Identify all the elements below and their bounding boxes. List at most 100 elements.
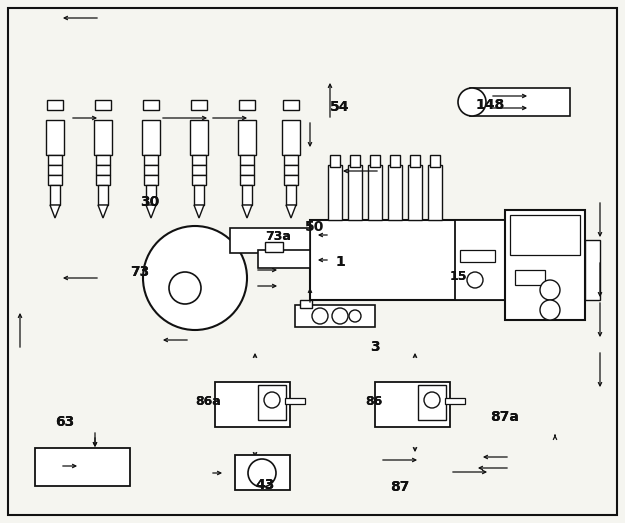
Bar: [48, 155, 62, 165]
Text: 63: 63: [55, 415, 74, 429]
Bar: [445, 398, 465, 404]
Bar: [191, 100, 207, 110]
Bar: [190, 120, 208, 155]
Bar: [240, 155, 254, 165]
Circle shape: [248, 459, 276, 487]
Bar: [96, 165, 110, 175]
Circle shape: [540, 300, 560, 320]
Bar: [48, 165, 62, 175]
Bar: [282, 120, 300, 155]
Text: 86: 86: [365, 395, 382, 408]
Bar: [418, 385, 446, 420]
Bar: [94, 120, 112, 155]
Bar: [96, 155, 110, 165]
Text: 148: 148: [475, 98, 504, 112]
Bar: [192, 165, 206, 175]
Circle shape: [312, 308, 328, 324]
Bar: [470, 88, 570, 116]
Bar: [144, 165, 158, 175]
Bar: [388, 165, 402, 220]
Polygon shape: [98, 205, 108, 218]
Bar: [283, 100, 299, 110]
Bar: [192, 175, 206, 185]
Circle shape: [332, 308, 348, 324]
Text: 86a: 86a: [195, 395, 221, 408]
Bar: [300, 300, 312, 308]
Circle shape: [264, 392, 280, 408]
Text: 73: 73: [130, 265, 149, 279]
Polygon shape: [286, 205, 296, 218]
Bar: [265, 242, 283, 252]
Text: 43: 43: [255, 478, 274, 492]
Bar: [455, 220, 505, 300]
Text: 73a: 73a: [265, 230, 291, 243]
Bar: [95, 100, 111, 110]
Bar: [48, 175, 62, 185]
Bar: [239, 100, 255, 110]
Circle shape: [349, 310, 361, 322]
Bar: [368, 165, 382, 220]
Text: 50: 50: [305, 220, 324, 234]
Bar: [46, 120, 64, 155]
Text: 30: 30: [140, 195, 159, 209]
Bar: [585, 240, 600, 300]
Bar: [348, 165, 362, 220]
Bar: [428, 165, 442, 220]
Bar: [194, 185, 204, 205]
Text: 73a: 73a: [265, 230, 291, 243]
Bar: [50, 185, 60, 205]
Bar: [310, 220, 505, 300]
Bar: [144, 155, 158, 165]
Bar: [284, 155, 298, 165]
Bar: [408, 165, 422, 220]
Text: 15: 15: [450, 270, 468, 283]
Bar: [235, 455, 290, 490]
Bar: [370, 155, 380, 167]
Bar: [240, 175, 254, 185]
Bar: [350, 155, 360, 167]
Text: 3: 3: [370, 340, 379, 354]
Polygon shape: [242, 205, 252, 218]
Bar: [146, 185, 156, 205]
Bar: [285, 398, 305, 404]
Bar: [238, 120, 256, 155]
Text: 87: 87: [390, 480, 409, 494]
Bar: [295, 305, 375, 327]
Bar: [330, 155, 340, 167]
Bar: [515, 270, 545, 285]
Text: 87a: 87a: [490, 410, 519, 424]
Bar: [143, 100, 159, 110]
Polygon shape: [50, 205, 60, 218]
Bar: [430, 155, 440, 167]
Bar: [192, 155, 206, 165]
Bar: [410, 155, 420, 167]
Text: 54: 54: [330, 100, 349, 114]
Circle shape: [424, 392, 440, 408]
Bar: [242, 185, 252, 205]
Bar: [328, 165, 342, 220]
Text: 1: 1: [335, 255, 345, 269]
Bar: [142, 120, 160, 155]
Bar: [375, 382, 450, 427]
Bar: [390, 155, 400, 167]
Bar: [35, 448, 130, 486]
Text: 54: 54: [330, 100, 349, 114]
Bar: [144, 175, 158, 185]
Bar: [284, 165, 298, 175]
Bar: [96, 175, 110, 185]
Circle shape: [458, 88, 486, 116]
Text: 63: 63: [55, 415, 74, 429]
Text: 30: 30: [140, 195, 159, 209]
Bar: [258, 250, 310, 268]
Polygon shape: [146, 205, 156, 218]
Bar: [258, 385, 286, 420]
Text: 86: 86: [365, 395, 382, 408]
Circle shape: [143, 226, 247, 330]
Text: 87: 87: [390, 480, 409, 494]
Bar: [215, 382, 290, 427]
Circle shape: [169, 272, 201, 304]
Text: 148: 148: [475, 98, 504, 112]
Circle shape: [540, 280, 560, 300]
Bar: [240, 165, 254, 175]
Circle shape: [467, 272, 483, 288]
